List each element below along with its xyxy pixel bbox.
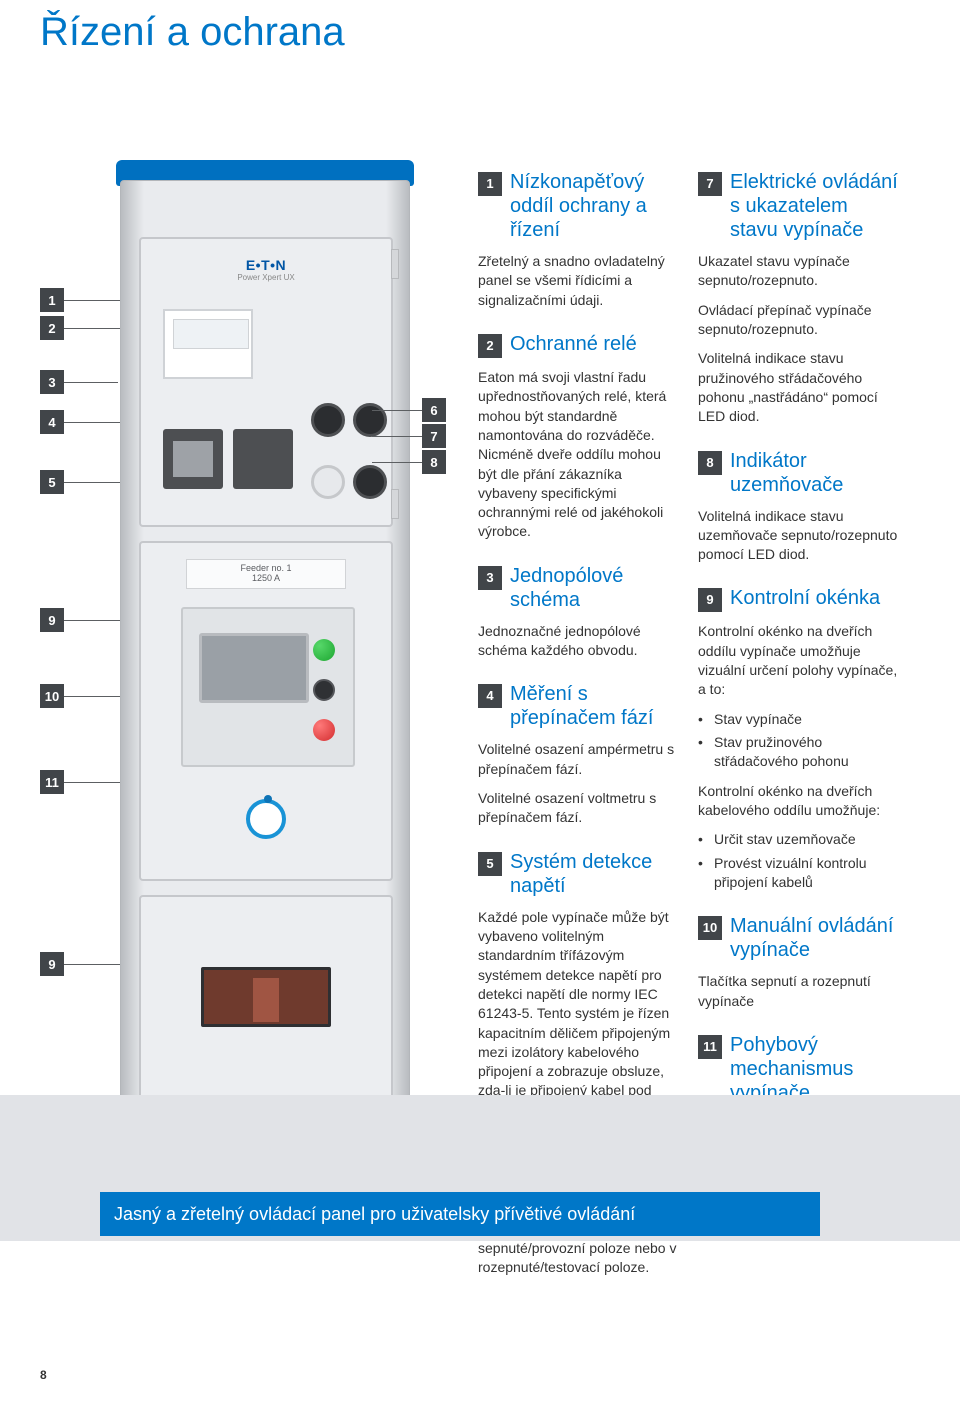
section-title: Systém detekce napětí bbox=[510, 850, 678, 898]
description-section: 9 Kontrolní okénka Kontrolní okénko na dve… bbox=[698, 586, 898, 892]
relay-module bbox=[163, 429, 223, 489]
section-number: 11 bbox=[698, 1035, 722, 1059]
section-paragraph: Eaton má svoji vlastní řadu upřednostňov… bbox=[478, 368, 678, 542]
section-number: 9 bbox=[698, 588, 722, 612]
page-title: Řízení a ochrana bbox=[40, 10, 345, 55]
section-number: 4 bbox=[478, 684, 502, 708]
callout-marker: 9 bbox=[40, 608, 64, 632]
section-paragraph: Jednoznačné jednopólové schéma každého o… bbox=[478, 622, 678, 661]
section-number: 7 bbox=[698, 172, 722, 196]
section-number: 1 bbox=[478, 172, 502, 196]
button-neutral-icon bbox=[313, 679, 335, 701]
callout-marker: 11 bbox=[40, 770, 64, 794]
callout-marker: 9 bbox=[40, 952, 64, 976]
page-number: 8 bbox=[40, 1368, 47, 1382]
section-bullet: Stav pružinového střádačového pohonu bbox=[698, 733, 898, 772]
description-section: 10 Manuální ovládání vypínače Tlačítka sep… bbox=[698, 914, 898, 1011]
section-bullet: Provést vizuální kontrolu připojení kabe… bbox=[698, 854, 898, 893]
description-section: 2 Ochranné relé Eaton má svoji vlastní řad… bbox=[478, 332, 678, 542]
callout-marker: 4 bbox=[40, 410, 64, 434]
section-paragraph: Ukazatel stavu vypínače sepnuto/rozepnut… bbox=[698, 252, 898, 291]
round-indicator bbox=[311, 403, 345, 437]
callout-marker: 8 bbox=[422, 450, 446, 474]
section-paragraph: Ovládací přepínač vypínače sepnuto/rozep… bbox=[698, 301, 898, 340]
section-number: 2 bbox=[478, 334, 502, 358]
feeder-plate: Feeder no. 11250 A bbox=[186, 559, 346, 589]
section-bullet: Stav vypínače bbox=[698, 710, 898, 729]
lcd-screen bbox=[163, 309, 253, 379]
racking-lever-icon bbox=[246, 799, 286, 839]
product-diagram: 1 2 3 4 5 9 10 11 9 E•T•N bbox=[40, 160, 450, 1180]
section-paragraph: Volitelná indikace stavu uzemňovače sepn… bbox=[698, 507, 898, 565]
footer-callout-strip: Jasný a zřetelný ovládací panel pro uživ… bbox=[100, 1192, 820, 1236]
callout-marker: 10 bbox=[40, 684, 64, 708]
description-column-b: 7 Elektrické ovládání s ukazatelem stavu … bbox=[698, 170, 898, 1175]
view-window bbox=[199, 633, 309, 703]
callout-marker: 6 bbox=[422, 398, 446, 422]
section-title: Měření s přepínačem fází bbox=[510, 682, 678, 730]
section-title: Nízkonapěťový oddíl ochrany a řízení bbox=[510, 170, 678, 242]
section-title: Jednopólové schéma bbox=[510, 564, 678, 612]
section-title: Pohybový mechanismus vypínače bbox=[730, 1033, 898, 1105]
section-paragraph: Kontrolní okénko na dveřích kabelového o… bbox=[698, 782, 898, 821]
section-paragraph: Každé pole vypínače může být vybaveno vo… bbox=[478, 908, 678, 1120]
section-paragraph: Volitelná indikace stavu pružinového stř… bbox=[698, 349, 898, 426]
panel-upper: E•T•N Power Xpert UX bbox=[139, 237, 393, 527]
description-section: 4 Měření s přepínačem fází Volitelné osaze… bbox=[478, 682, 678, 827]
cabinet-body: E•T•N Power Xpert UX Feeder no. 11250 A bbox=[120, 180, 410, 1150]
cable-view-window bbox=[201, 967, 331, 1027]
section-number: 3 bbox=[478, 566, 502, 590]
section-number: 10 bbox=[698, 916, 722, 940]
section-paragraph: Zřetelný a snadno ovladatelný panel se v… bbox=[478, 252, 678, 310]
section-paragraph: Volitelné osazení ampérmetru s přepínače… bbox=[478, 740, 678, 779]
callout-marker: 5 bbox=[40, 470, 64, 494]
brand-label: E•T•N bbox=[246, 257, 286, 273]
meter-module bbox=[233, 429, 293, 489]
section-bullet: Určit stav uzemňovače bbox=[698, 830, 898, 849]
description-section: 8 Indikátor uzemňovače Volitelná indikace … bbox=[698, 449, 898, 565]
section-title: Indikátor uzemňovače bbox=[730, 449, 898, 497]
section-paragraph: Volitelné osazení voltmetru s přepínačem… bbox=[478, 789, 678, 828]
callout-marker: 3 bbox=[40, 370, 64, 394]
button-open-icon bbox=[313, 719, 335, 741]
callout-marker: 2 bbox=[40, 316, 64, 340]
description-section: 7 Elektrické ovládání s ukazatelem stavu … bbox=[698, 170, 898, 427]
callout-marker: 7 bbox=[422, 424, 446, 448]
panel-middle: Feeder no. 11250 A bbox=[139, 541, 393, 881]
round-indicator bbox=[353, 403, 387, 437]
sub-brand-label: Power Xpert UX bbox=[237, 273, 294, 282]
description-section: 1 Nízkonapěťový oddíl ochrany a řízení Zře… bbox=[478, 170, 678, 310]
section-paragraph: Kontrolní okénko na dveřích oddílu vypín… bbox=[698, 622, 898, 699]
callout-marker: 1 bbox=[40, 288, 64, 312]
description-section: 3 Jednopólové schéma Jednoznačné jednopólo… bbox=[478, 564, 678, 661]
description-section: 5 Systém detekce napětí Každé pole vypínač… bbox=[478, 850, 678, 1120]
section-number: 5 bbox=[478, 852, 502, 876]
section-paragraph: Tlačítka sepnutí a rozepnutí vypínače bbox=[698, 972, 898, 1011]
round-indicator bbox=[353, 465, 387, 499]
section-title: Elektrické ovládání s ukazatelem stavu v… bbox=[730, 170, 898, 242]
round-indicator bbox=[311, 465, 345, 499]
section-number: 8 bbox=[698, 451, 722, 475]
button-close-icon bbox=[313, 639, 335, 661]
section-title: Manuální ovládání vypínače bbox=[730, 914, 898, 962]
section-title: Kontrolní okénka bbox=[730, 586, 880, 610]
section-title: Ochranné relé bbox=[510, 332, 637, 356]
